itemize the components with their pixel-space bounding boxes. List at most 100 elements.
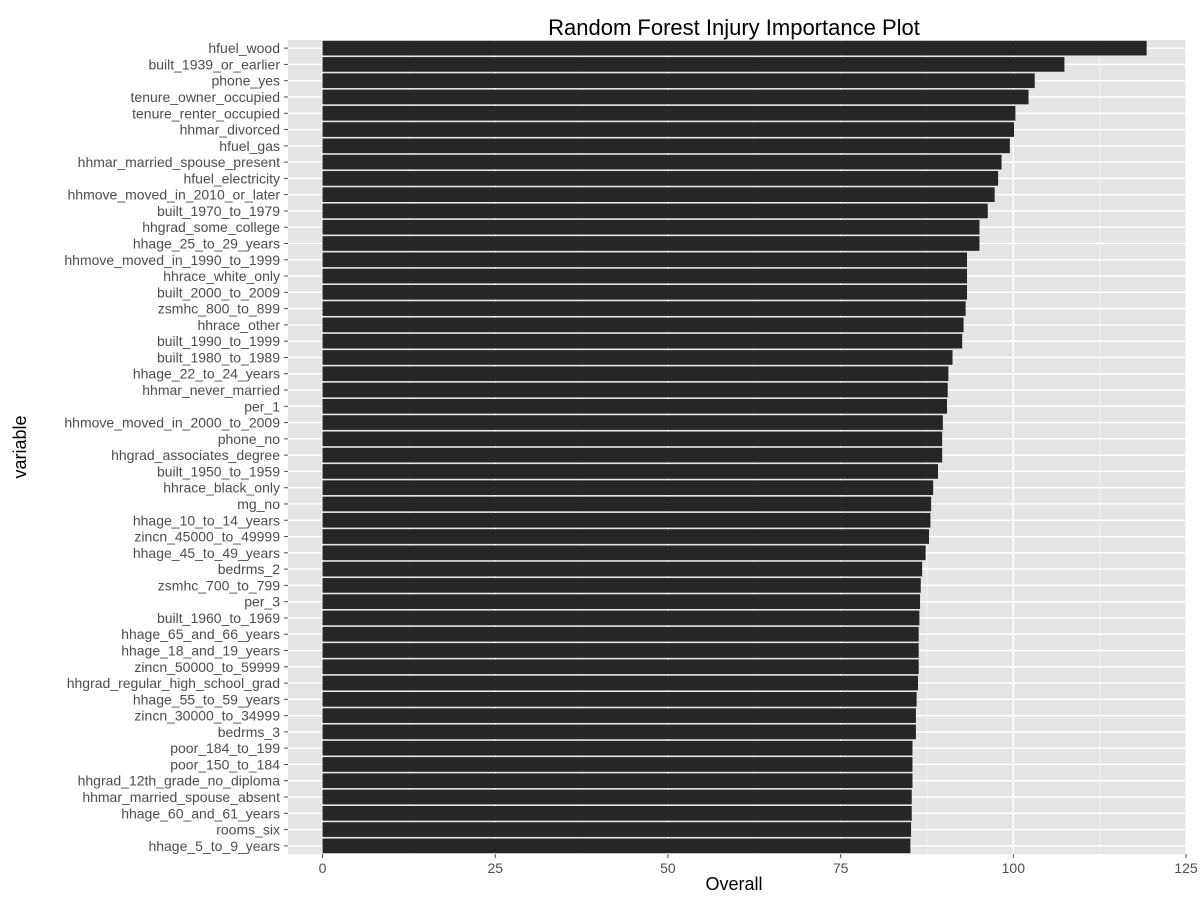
category-label: bedrms_2 — [218, 561, 280, 577]
bar-hhage-65-and-66-years — [322, 626, 919, 642]
bar-zincn-30000-to-34999 — [322, 708, 916, 723]
bar-zsmhc-800-to-899 — [322, 301, 966, 316]
x-tick-label: 100 — [1002, 860, 1026, 876]
category-labels: hfuel_woodbuilt_1939_or_earlierphone_yes… — [64, 40, 288, 854]
bar-poor-184-to-199 — [322, 740, 913, 756]
category-label: built_1980_to_1989 — [157, 349, 280, 365]
bar-hhmove-moved-in-2010-or-later — [322, 187, 995, 202]
bar-hhmar-married-spouse-present — [322, 154, 1002, 170]
x-tick-label: 50 — [660, 860, 676, 876]
bar-per-1 — [322, 398, 947, 414]
category-label: zincn_50000_to_59999 — [134, 659, 280, 675]
bar-hhgrad-12th-grade-no-diploma — [322, 773, 913, 789]
category-label: hhage_55_to_59_years — [133, 691, 280, 707]
bar-zincn-50000-to-59999 — [322, 659, 919, 675]
bar-built-1980-to-1989 — [322, 350, 953, 365]
category-label: hhrace_black_only — [163, 480, 280, 496]
category-label: rooms_six — [216, 822, 280, 838]
category-label: hhmar_divorced — [180, 122, 280, 138]
category-label: phone_yes — [211, 73, 280, 89]
bar-hhmar-never-married — [322, 382, 948, 398]
category-label: hhmove_moved_in_2010_or_later — [68, 187, 281, 203]
chart-title: Random Forest Injury Importance Plot — [548, 15, 920, 40]
category-label: hhgrad_some_college — [142, 219, 280, 235]
x-tick-label: 0 — [319, 860, 327, 876]
x-tick-label: 75 — [833, 860, 849, 876]
bar-hfuel-gas — [322, 138, 1010, 154]
category-label: built_1970_to_1979 — [157, 203, 280, 219]
category-label: hhmove_moved_in_1990_to_1999 — [64, 252, 280, 268]
category-label: built_1939_or_earlier — [148, 56, 280, 72]
category-label: per_1 — [244, 398, 280, 414]
bar-tenure-renter-occupied — [322, 105, 1016, 121]
category-label: hhgrad_associates_degree — [111, 447, 280, 463]
bar-hhage-55-to-59-years — [322, 692, 917, 707]
category-label: hhage_65_and_66_years — [121, 626, 280, 642]
bar-poor-150-to-184 — [322, 757, 913, 772]
bar-per-3 — [322, 594, 921, 609]
bar-hhgrad-associates-degree — [322, 447, 943, 463]
category-label: hhage_60_and_61_years — [121, 805, 280, 821]
bar-zincn-45000-to-49999 — [322, 529, 930, 544]
bar-hhgrad-regular-high-school-grad — [322, 675, 918, 691]
category-label: poor_184_to_199 — [170, 740, 280, 756]
category-label: mg_no — [237, 496, 280, 512]
category-label: hfuel_electricity — [184, 170, 281, 186]
bar-hhage-5-to-9-years — [322, 838, 911, 854]
category-label: hhmove_moved_in_2000_to_2009 — [64, 415, 280, 431]
category-label: hhage_45_to_49_years — [133, 545, 280, 561]
category-label: hhage_5_to_9_years — [148, 838, 280, 854]
x-tick-label: 125 — [1174, 860, 1198, 876]
bar-built-1950-to-1959 — [322, 464, 939, 479]
bar-built-1970-to-1979 — [322, 203, 988, 219]
bar-built-1939-or-earlier — [322, 57, 1065, 72]
category-label: hhage_22_to_24_years — [133, 366, 280, 382]
bar-mg-no — [322, 496, 932, 512]
category-label: phone_no — [218, 431, 281, 447]
category-label: built_2000_to_2009 — [157, 284, 280, 300]
category-label: built_1960_to_1969 — [157, 610, 280, 626]
category-label: hhgrad_regular_high_school_grad — [67, 675, 280, 691]
x-axis-ticks: 0 25 50 75 100 125 — [319, 854, 1198, 876]
category-label: hhmar_never_married — [142, 382, 280, 398]
bar-hhage-22-to-24-years — [322, 366, 949, 382]
bar-bedrms-2 — [322, 561, 923, 577]
category-label: hhage_18_and_19_years — [121, 643, 280, 659]
category-label: zincn_45000_to_49999 — [134, 529, 280, 545]
bar-hhmar-divorced — [322, 122, 1014, 137]
bar-hhage-60-and-61-years — [322, 805, 912, 821]
category-label: hfuel_gas — [219, 138, 280, 154]
category-label: per_3 — [244, 594, 280, 610]
bar-tenure-owner-occupied — [322, 89, 1029, 105]
bar-phone-yes — [322, 73, 1035, 89]
category-label: hhage_25_to_29_years — [133, 236, 280, 252]
y-axis-title: variable — [10, 415, 30, 478]
bar-zsmhc-700-to-799 — [322, 578, 921, 593]
category-label: built_1950_to_1959 — [157, 463, 280, 479]
bar-hhage-25-to-29-years — [322, 236, 980, 251]
category-label: hfuel_wood — [208, 40, 280, 56]
category-label: tenure_owner_occupied — [131, 89, 280, 105]
bar-phone-no — [322, 431, 943, 447]
bar-hhage-10-to-14-years — [322, 512, 931, 528]
bar-hfuel-electricity — [322, 171, 999, 186]
bar-hhage-18-and-19-years — [322, 643, 919, 658]
category-label: built_1990_to_1999 — [157, 333, 280, 349]
category-label: hhmar_married_spouse_absent — [82, 789, 280, 805]
category-label: bedrms_3 — [218, 724, 280, 740]
bar-hhrace-white-only — [322, 268, 968, 284]
category-label: tenure_renter_occupied — [132, 105, 280, 121]
bar-hhmove-moved-in-1990-to-1999 — [322, 252, 968, 268]
bar-hhgrad-some-college — [322, 219, 980, 235]
category-label: hhrace_white_only — [163, 268, 280, 284]
bar-hhmar-married-spouse-absent — [322, 789, 912, 805]
category-label: zincn_30000_to_34999 — [134, 708, 280, 724]
category-label: hhrace_other — [197, 317, 280, 333]
category-label: zsmhc_800_to_899 — [158, 301, 280, 317]
category-label: zsmhc_700_to_799 — [158, 577, 280, 593]
bar-hhrace-other — [322, 317, 964, 333]
category-label: hhage_10_to_14_years — [133, 512, 280, 528]
bars — [322, 40, 1147, 854]
